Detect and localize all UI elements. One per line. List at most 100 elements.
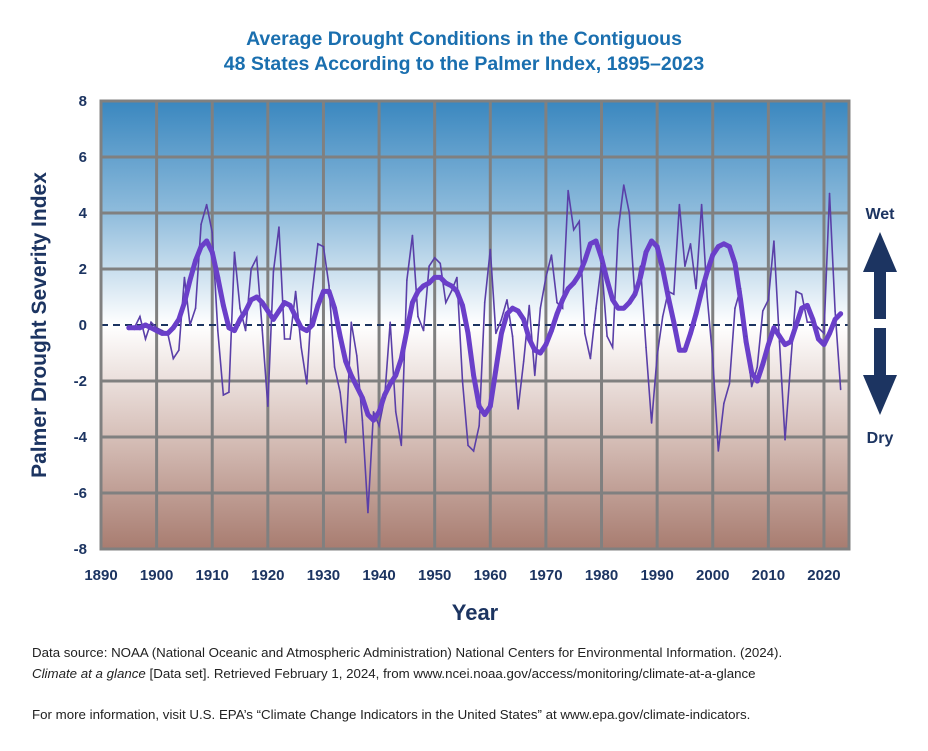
annual-point-1914 xyxy=(233,251,236,253)
annual-point-1952 xyxy=(445,301,447,304)
average-point-1990 xyxy=(654,244,660,250)
average-point-1963 xyxy=(504,311,510,317)
annual-point-1923 xyxy=(283,338,286,340)
annual-point-1991 xyxy=(661,315,664,318)
average-point-1927 xyxy=(304,328,310,333)
average-point-1933 xyxy=(337,333,343,339)
annual-point-1986 xyxy=(634,296,636,298)
annual-point-1965 xyxy=(517,408,519,410)
average-point-2003 xyxy=(727,244,732,250)
annual-point-1908 xyxy=(200,223,202,225)
average-point-1905 xyxy=(182,300,187,305)
y-tick-label: 0 xyxy=(79,317,87,334)
annual-point-1979 xyxy=(595,307,597,310)
average-point-1896 xyxy=(131,325,137,331)
annual-point-1903 xyxy=(172,357,175,360)
average-point-1910 xyxy=(209,249,215,255)
annual-point-1922 xyxy=(278,226,280,228)
data-source-line-1: Data source: NOAA (National Oceanic and … xyxy=(32,645,783,660)
average-point-1957 xyxy=(471,373,477,378)
annual-point-1959 xyxy=(483,301,486,304)
average-point-1956 xyxy=(465,331,471,336)
annual-point-1934 xyxy=(344,441,347,444)
annual-point-1972 xyxy=(556,301,558,304)
average-point-1912 xyxy=(220,303,226,308)
annual-point-1976 xyxy=(578,220,581,223)
average-point-2017 xyxy=(804,303,810,308)
annual-point-1937 xyxy=(361,419,364,422)
annual-point-2013 xyxy=(784,439,786,441)
annual-point-1964 xyxy=(511,335,514,338)
average-point-1993 xyxy=(671,319,677,325)
annual-point-1966 xyxy=(522,360,525,363)
average-point-1989 xyxy=(649,238,654,244)
average-point-1998 xyxy=(699,289,705,294)
annual-point-1984 xyxy=(622,184,625,186)
average-point-1946 xyxy=(410,300,415,305)
annual-point-1971 xyxy=(550,254,553,256)
x-tick-label: 1910 xyxy=(196,567,229,584)
average-point-1898 xyxy=(143,322,148,328)
annual-point-1999 xyxy=(706,296,708,298)
average-point-1931 xyxy=(326,289,332,294)
average-point-1897 xyxy=(137,325,143,331)
annual-point-1941 xyxy=(383,397,386,399)
average-point-1992 xyxy=(665,294,671,300)
annual-point-2005 xyxy=(739,287,742,290)
average-point-2016 xyxy=(799,305,805,311)
x-tick-label: 1970 xyxy=(529,567,562,584)
average-point-1983 xyxy=(615,305,621,311)
annual-point-2009 xyxy=(761,310,764,312)
annual-point-1987 xyxy=(639,265,642,268)
plot-frame xyxy=(99,99,851,551)
average-point-1986 xyxy=(632,291,638,297)
annual-point-2021 xyxy=(828,192,831,195)
x-axis-label: Year xyxy=(452,600,499,625)
y-tick-label: 6 xyxy=(79,149,87,166)
average-point-1958 xyxy=(476,403,482,409)
average-point-1932 xyxy=(332,305,337,311)
average-point-2021 xyxy=(827,331,832,336)
annual-point-1920 xyxy=(267,405,269,408)
annual-point-1995 xyxy=(684,265,686,268)
annual-point-1933 xyxy=(339,391,341,394)
average-point-1930 xyxy=(321,289,326,294)
annual-point-2004 xyxy=(734,307,736,310)
annual-point-1990 xyxy=(656,355,658,357)
annual-point-1983 xyxy=(617,229,620,231)
x-tick-label: 1940 xyxy=(362,567,395,584)
annual-point-2002 xyxy=(723,402,725,405)
annual-point-1975 xyxy=(572,229,575,231)
y-tick-label: 2 xyxy=(79,261,87,278)
average-point-1936 xyxy=(354,384,360,389)
average-point-1935 xyxy=(348,373,354,378)
annual-point-1911 xyxy=(216,329,219,332)
x-tick-label: 1960 xyxy=(474,567,507,584)
average-point-1991 xyxy=(660,266,666,272)
more-info-line: For more information, visit U.S. EPA’s “… xyxy=(32,707,751,722)
annual-point-1909 xyxy=(205,203,208,206)
annual-point-1973 xyxy=(561,307,564,310)
y-tick-label: 4 xyxy=(79,205,88,222)
annual-point-1919 xyxy=(261,329,264,332)
annual-point-1996 xyxy=(689,243,692,245)
average-point-1911 xyxy=(215,275,221,280)
annual-point-1994 xyxy=(678,203,681,206)
dataset-citation: [Data set]. Retrieved February 1, 2024, … xyxy=(145,666,756,681)
annual-point-1927 xyxy=(305,383,308,385)
annual-point-1943 xyxy=(394,411,397,413)
average-point-1899 xyxy=(148,325,154,331)
annual-point-1925 xyxy=(294,290,297,293)
average-point-2022 xyxy=(832,317,838,322)
average-point-1952 xyxy=(443,280,449,286)
average-point-1948 xyxy=(421,283,426,289)
annual-point-1921 xyxy=(272,271,275,273)
average-point-2020 xyxy=(821,342,827,347)
annual-point-1905 xyxy=(183,276,186,279)
average-point-1918 xyxy=(254,294,260,300)
annual-point-1981 xyxy=(606,335,608,338)
annual-point-1948 xyxy=(422,329,425,332)
average-point-2004 xyxy=(732,261,738,266)
annual-point-2012 xyxy=(778,341,781,343)
average-point-1995 xyxy=(682,347,688,353)
